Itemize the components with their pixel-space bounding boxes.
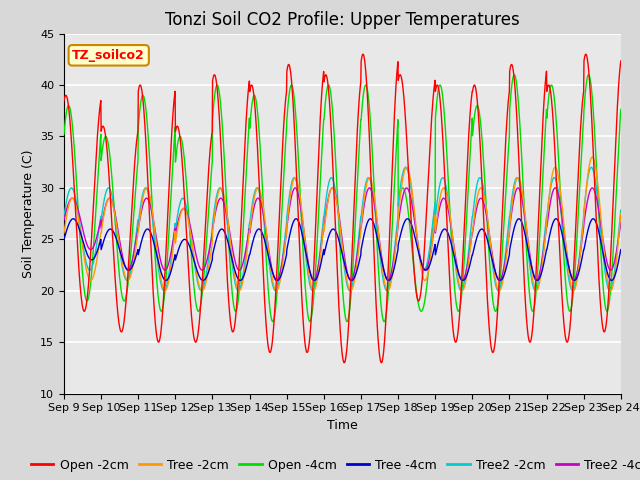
X-axis label: Time: Time xyxy=(327,419,358,432)
Legend: Open -2cm, Tree -2cm, Open -4cm, Tree -4cm, Tree2 -2cm, Tree2 -4cm: Open -2cm, Tree -2cm, Open -4cm, Tree -4… xyxy=(26,454,640,477)
Y-axis label: Soil Temperature (C): Soil Temperature (C) xyxy=(22,149,35,278)
Title: Tonzi Soil CO2 Profile: Upper Temperatures: Tonzi Soil CO2 Profile: Upper Temperatur… xyxy=(165,11,520,29)
Text: TZ_soilco2: TZ_soilco2 xyxy=(72,49,145,62)
